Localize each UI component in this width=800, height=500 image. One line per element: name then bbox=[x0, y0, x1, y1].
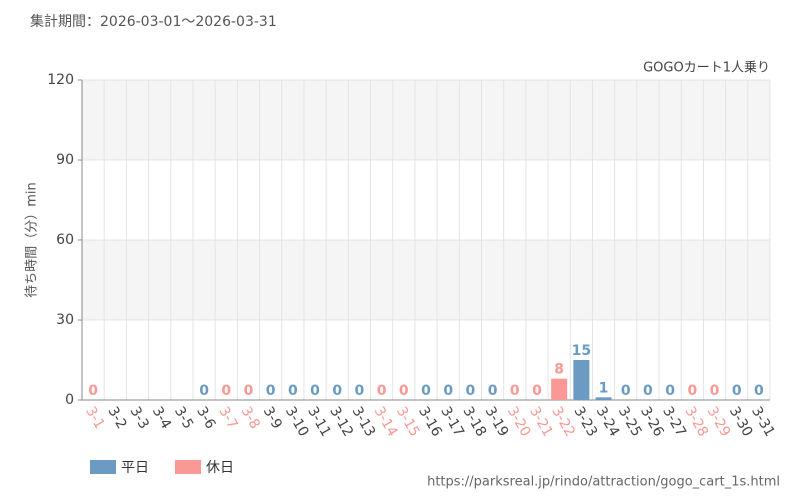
value-label: 0 bbox=[377, 383, 387, 399]
value-label: 0 bbox=[621, 383, 631, 399]
value-label: 0 bbox=[710, 383, 720, 399]
y-tick-label: 0 bbox=[65, 392, 74, 408]
plot-band bbox=[82, 240, 770, 320]
y-axis-label: 待ち時間（分）min bbox=[25, 182, 40, 298]
value-label: 0 bbox=[732, 383, 742, 399]
value-label: 0 bbox=[399, 383, 409, 399]
bar bbox=[595, 397, 612, 400]
x-tick-label: 3-9 bbox=[260, 404, 285, 432]
x-tick-label: 3-4 bbox=[149, 404, 174, 432]
legend-label: 休日 bbox=[206, 460, 234, 476]
x-tick-label: 3-5 bbox=[171, 404, 196, 432]
value-label: 0 bbox=[421, 383, 431, 399]
value-label: 0 bbox=[199, 383, 209, 399]
x-tick-label: 3-2 bbox=[104, 404, 129, 432]
value-label: 15 bbox=[572, 343, 591, 359]
value-label: 0 bbox=[266, 383, 276, 399]
legend-label: 平日 bbox=[121, 460, 149, 476]
x-tick-label: 3-8 bbox=[238, 404, 263, 432]
source-url: https://parksreal.jp/rindo/attraction/go… bbox=[427, 475, 780, 490]
y-tick-label: 90 bbox=[56, 152, 74, 168]
value-label: 0 bbox=[244, 383, 254, 399]
legend-swatch bbox=[175, 460, 201, 474]
y-tick-label: 60 bbox=[56, 232, 74, 248]
value-label: 0 bbox=[288, 383, 298, 399]
value-label: 0 bbox=[332, 383, 342, 399]
x-tick-label: 3-3 bbox=[127, 404, 152, 432]
y-tick-label: 30 bbox=[56, 312, 74, 328]
x-tick-label: 3-31 bbox=[748, 404, 778, 440]
y-tick-label: 120 bbox=[47, 72, 74, 88]
value-label: 1 bbox=[599, 380, 609, 396]
value-label: 0 bbox=[466, 383, 476, 399]
x-tick-label: 3-6 bbox=[193, 404, 218, 432]
bar bbox=[551, 378, 568, 400]
value-label: 0 bbox=[643, 383, 653, 399]
bar bbox=[573, 360, 590, 400]
value-label: 0 bbox=[221, 383, 231, 399]
value-label: 0 bbox=[88, 383, 98, 399]
x-tick-label: 3-1 bbox=[82, 404, 107, 432]
value-label: 0 bbox=[510, 383, 520, 399]
value-label: 0 bbox=[665, 383, 675, 399]
legend-swatch bbox=[90, 460, 116, 474]
chart-title: 集計期間：2026-03-01～2026-03-31 bbox=[30, 13, 277, 30]
x-tick-label: 3-7 bbox=[215, 404, 240, 432]
value-label: 0 bbox=[754, 383, 764, 399]
value-label: 0 bbox=[532, 383, 542, 399]
plot-band bbox=[82, 80, 770, 160]
value-label: 0 bbox=[355, 383, 365, 399]
value-label: 8 bbox=[554, 362, 564, 378]
value-label: 0 bbox=[310, 383, 320, 399]
value-label: 0 bbox=[443, 383, 453, 399]
value-label: 0 bbox=[687, 383, 697, 399]
value-label: 0 bbox=[488, 383, 498, 399]
chart-subtitle: GOGOカート1人乗り bbox=[643, 61, 770, 76]
